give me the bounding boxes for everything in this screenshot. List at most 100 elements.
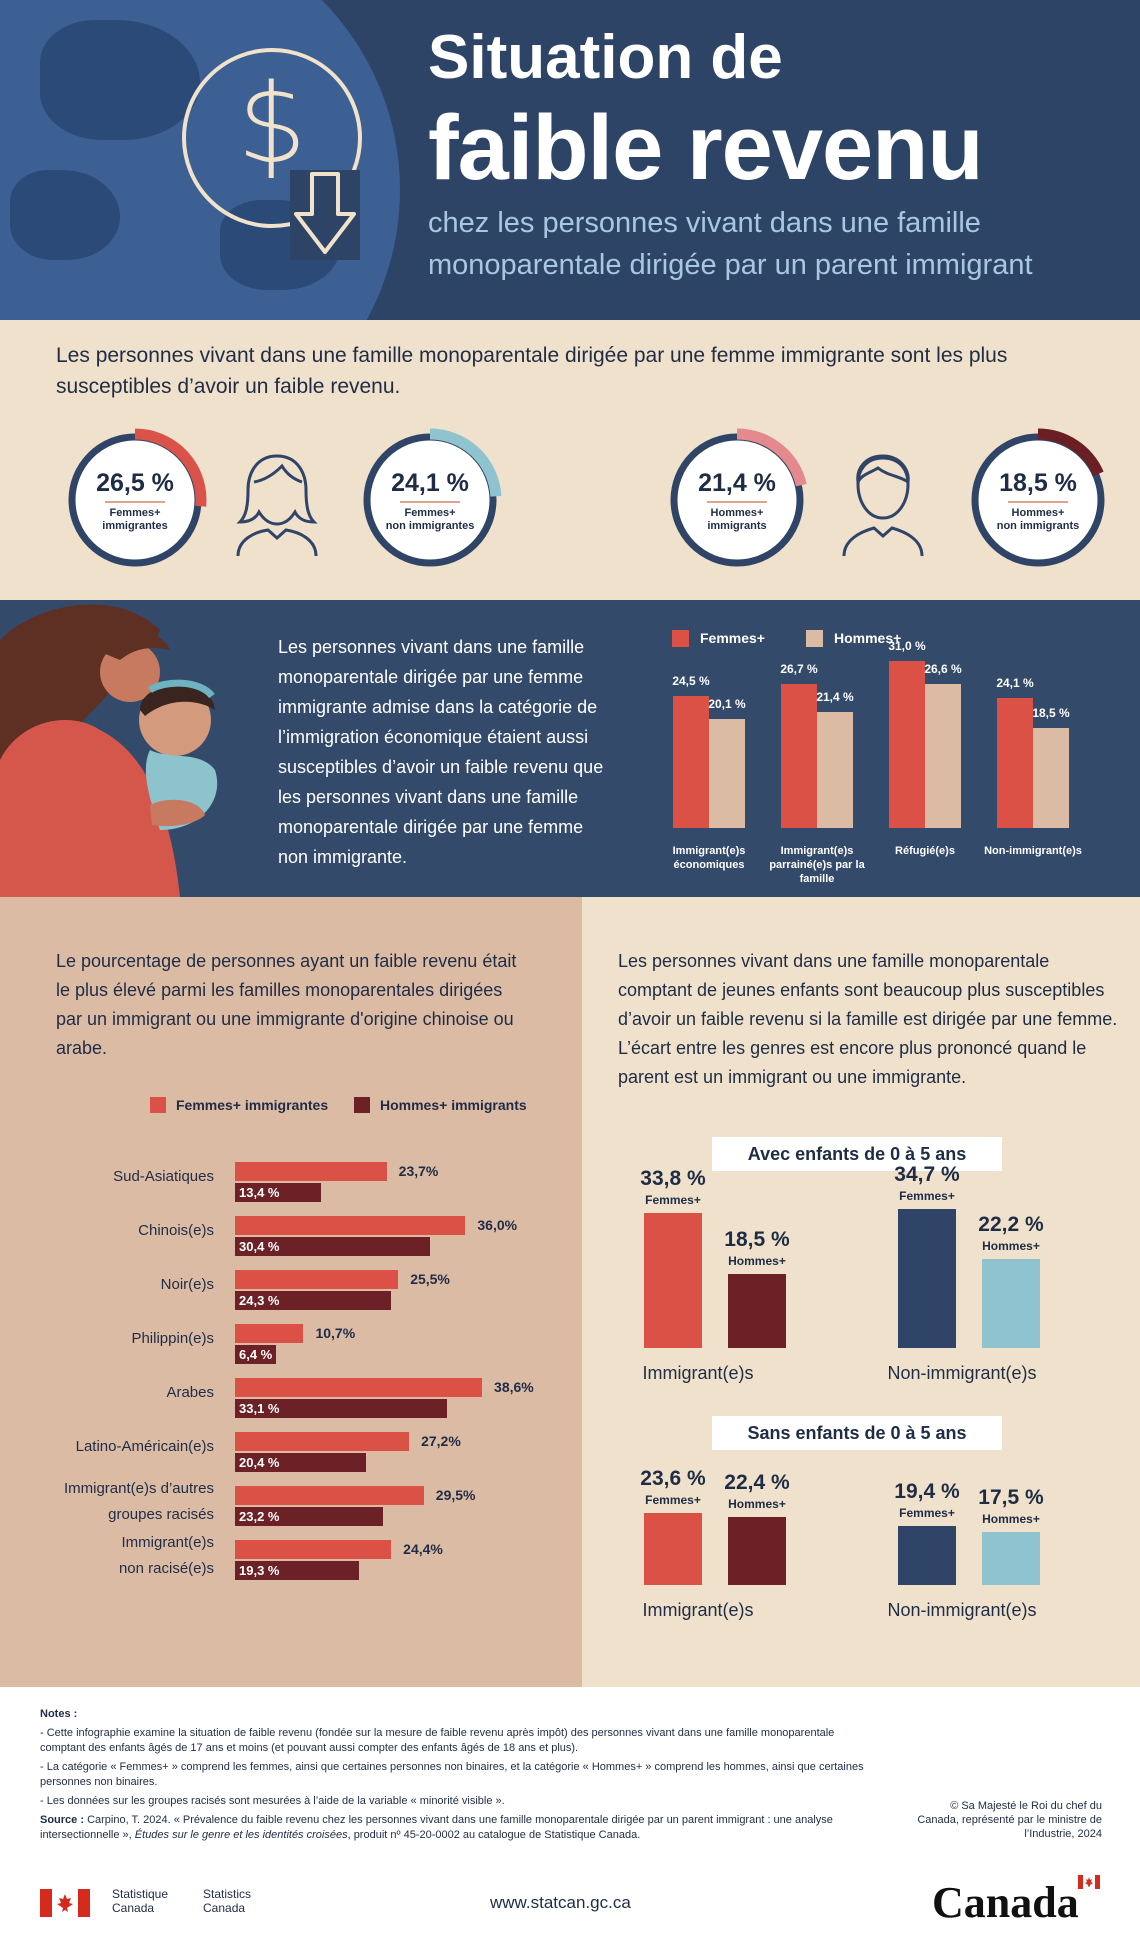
children-bar [982,1259,1040,1348]
ethnic-category-label: Latino-Américain(e)s [76,1434,214,1460]
ethnic-bar-women [235,1432,409,1451]
ethnic-bar-women [235,1540,391,1559]
children-bar [644,1513,702,1585]
children-group-label: Immigrant(e)s [598,1363,798,1384]
ethnic-value-women: 29,5% [436,1487,476,1503]
children-bar-value: 22,2 % [961,1213,1061,1237]
ethnic-value-women: 10,7% [315,1325,355,1341]
title-line-2: faible revenu [428,96,983,201]
admission-category-label: Réfugié(e)s [870,844,980,858]
ethnic-value-women: 23,7% [399,1163,439,1179]
ethnic-category-label: Chinois(e)s [138,1218,214,1244]
children-bar [982,1532,1040,1585]
ethnic-section: Le pourcentage de personnes ayant un fai… [0,897,582,1687]
ethnic-value-men: 19,3 % [239,1563,279,1578]
admission-bar-value: 24,5 % [666,674,716,688]
children-bar-label: Hommes+ [707,1497,807,1511]
admission-text: Les personnes vivant dans une famille mo… [278,632,618,872]
ethnic-category-label: Immigrant(e)s non racisé(e)s [119,1530,214,1582]
ring-divider [105,501,165,503]
ring-value: 26,5 % [60,469,210,498]
footer: Notes : - Cette infographie examine la s… [0,1687,1140,1945]
admission-bar-value: 26,6 % [918,662,968,676]
children-group-label: Non-immigrant(e)s [862,1363,1062,1384]
children-bar [728,1274,786,1348]
ring-label: Hommes+ immigrants [667,507,807,533]
ethnic-value-women: 24,4% [403,1541,443,1557]
ring-women-non-immigrant: 24,1 % Femmes+ non immigrantes [355,425,505,575]
children-bar-value: 34,7 % [877,1163,977,1187]
admission-bar-chart: 24,5 % 20,1 % Immigrant(e)s économiques 26,… [650,600,1120,897]
admission-bar [1033,728,1069,828]
ethnic-value-women: 38,6% [494,1379,534,1395]
admission-bar-value: 18,5 % [1026,706,1076,720]
ring-label: Hommes+ non immigrants [968,507,1108,533]
ring-divider [400,501,460,503]
admission-bar [781,684,817,828]
children-bar-value: 17,5 % [961,1486,1061,1510]
ring-value: 18,5 % [963,469,1113,498]
ethnic-bar-women [235,1378,482,1397]
admission-bar [889,661,925,828]
notes-title: Notes : [40,1707,880,1722]
note-2: - La catégorie « Femmes+ » comprend les … [40,1760,880,1790]
admission-bar [925,684,961,828]
children-bar [728,1517,786,1585]
ring-women-immigrant: 26,5 % Femmes+ immigrantes [60,425,210,575]
ethnic-value-women: 25,5% [410,1271,450,1287]
ethnic-value-men: 20,4 % [239,1455,279,1470]
admission-category-label: Immigrant(e)s parrainé(e)s par la famill… [762,844,872,886]
statcan-en: Statistics Canada [203,1887,251,1915]
ethnic-category-label: Immigrant(e)s d’autres groupes racisés [64,1476,214,1528]
title-line-1: Situation de [428,22,783,93]
canada-flag-icon [40,1889,90,1917]
intro-text: Les personnes vivant dans une famille mo… [56,340,1096,402]
woman-icon [232,448,322,558]
dollar-icon: $ [182,60,362,188]
admission-bar-value: 21,4 % [810,690,860,704]
note-3: - Les données sur les groupes racisés so… [40,1794,880,1809]
source: Source : Carpino, T. 2024. « Prévalence … [40,1813,880,1843]
ethnic-bar-chart: 23,7% 13,4 % Sud-Asiatiques 36,0% 30,4 % Chin… [0,897,582,1687]
admission-bar [817,712,853,828]
children-bar-value: 18,5 % [707,1228,807,1252]
children-bar-value: 33,8 % [623,1167,723,1191]
ring-divider [1008,501,1068,503]
ethnic-bar-women [235,1162,387,1181]
header-banner: $ Situation de faible revenu chez les pe… [0,0,1140,320]
ring-men-non-immigrant: 18,5 % Hommes+ non immigrants [963,425,1113,575]
copyright: © Sa Majesté le Roi du chef du Canada, r… [906,1799,1102,1841]
ethnic-bar-women [235,1270,398,1289]
statcan-fr: Statistique Canada [112,1887,168,1915]
ethnic-category-label: Sud-Asiatiques [113,1164,214,1190]
children-bar-label: Hommes+ [961,1512,1061,1526]
down-arrow-icon [290,170,360,260]
notes: Notes : - Cette infographie examine la s… [40,1707,880,1847]
children-bar-label: Hommes+ [961,1239,1061,1253]
subtitle: chez les personnes vivant dans une famil… [428,202,1078,286]
ethnic-category-label: Arabes [166,1380,214,1406]
rings-section: Les personnes vivant dans une famille mo… [0,320,1140,600]
admission-bar-value: 31,0 % [882,639,932,653]
children-bar-value: 22,4 % [707,1471,807,1495]
children-bar-label: Femmes+ [623,1193,723,1207]
children-bar-charts: 33,8 % Femmes+ 18,5 % Hommes+ Immigrant(e)s 3… [582,897,1140,1687]
children-group-label: Immigrant(e)s [598,1600,798,1621]
ethnic-bar-women [235,1216,465,1235]
ring-men-immigrant: 21,4 % Hommes+ immigrants [662,425,812,575]
mother-child-illustration [0,600,240,897]
canada-wordmark: Canada [932,1877,1079,1928]
ethnic-value-men: 30,4 % [239,1239,279,1254]
website-link[interactable]: www.statcan.gc.ca [490,1893,631,1913]
ethnic-value-women: 27,2% [421,1433,461,1449]
children-bar-label: Femmes+ [877,1189,977,1203]
admission-bar [673,696,709,828]
ethnic-value-men: 23,2 % [239,1509,279,1524]
ring-label: Femmes+ non immigrantes [360,507,500,533]
children-bar [898,1526,956,1585]
ethnic-bar-women [235,1486,424,1505]
children-bar-label: Hommes+ [707,1254,807,1268]
ring-value: 21,4 % [662,469,812,498]
children-group-label: Non-immigrant(e)s [862,1600,1062,1621]
canada-wordmark-flag-icon [1078,1875,1100,1889]
